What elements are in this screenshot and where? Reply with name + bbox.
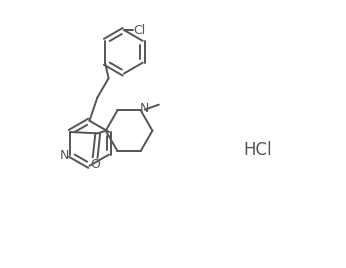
Text: N: N: [140, 102, 149, 116]
Text: N: N: [60, 149, 69, 162]
Text: O: O: [90, 158, 100, 171]
Text: Cl: Cl: [133, 24, 145, 36]
Text: HCl: HCl: [244, 141, 272, 159]
